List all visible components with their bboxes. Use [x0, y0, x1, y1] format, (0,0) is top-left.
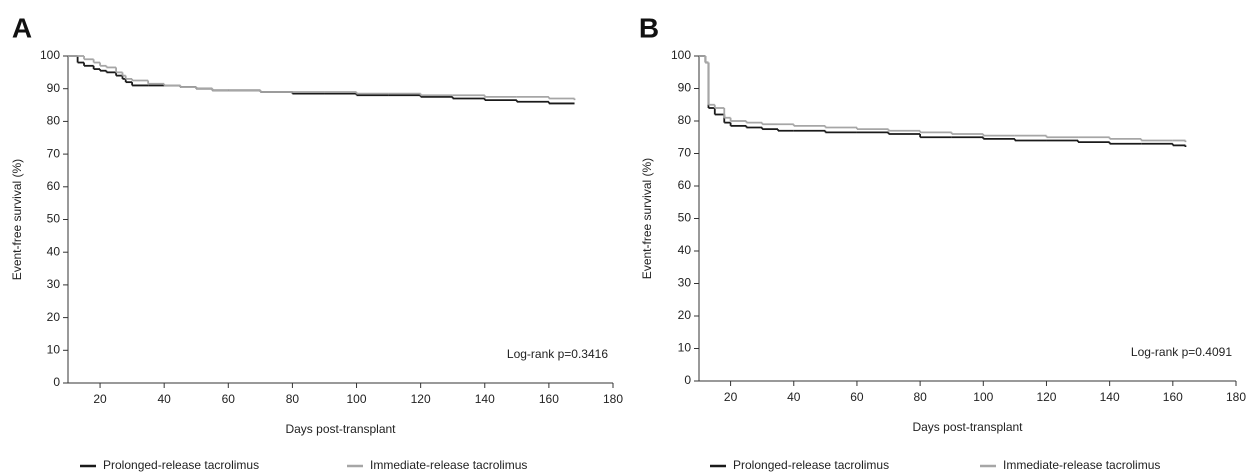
x-tick-label: 40 — [787, 390, 801, 404]
y-tick-label: 80 — [47, 114, 61, 128]
y-tick-label: 50 — [678, 211, 692, 225]
panel: A 0 10 20 30 40 50 60 70 80 90 100 20 40 60 80 100 120 140… — [10, 12, 623, 472]
legend-label: Immediate-release tacrolimus — [1003, 458, 1160, 472]
x-tick-label: 100 — [973, 390, 993, 404]
y-axis-label: Event-free survival (%) — [640, 158, 654, 279]
y-tick-label: 90 — [678, 81, 692, 95]
y-tick-label: 90 — [47, 81, 61, 95]
x-tick-label: 60 — [222, 392, 236, 406]
y-tick-label: 40 — [47, 244, 61, 258]
y-tick-label: 60 — [678, 178, 692, 192]
x-tick-label: 100 — [347, 392, 367, 406]
panel: B 0 10 20 30 40 50 60 70 80 90 100 20 40 60 80 100 120 140… — [639, 12, 1246, 472]
y-tick-label: 0 — [684, 373, 691, 387]
x-axis-label: Days post-transplant — [912, 420, 1023, 434]
y-tick-label: 40 — [678, 243, 692, 257]
y-tick-label: 0 — [53, 375, 60, 389]
x-tick-label: 160 — [1163, 390, 1183, 404]
x-tick-label: 20 — [724, 390, 738, 404]
x-tick-label: 60 — [850, 390, 864, 404]
y-tick-label: 100 — [671, 48, 691, 62]
x-tick-label: 80 — [286, 392, 300, 406]
x-tick-label: 80 — [913, 390, 927, 404]
x-tick-label: 20 — [93, 392, 107, 406]
y-tick-label: 50 — [47, 212, 61, 226]
x-tick-label: 40 — [157, 392, 171, 406]
annotation: Log-rank p=0.3416 — [507, 347, 608, 361]
y-tick-label: 70 — [678, 146, 692, 160]
y-tick-label: 70 — [47, 146, 61, 160]
y-tick-label: 30 — [678, 276, 692, 290]
x-tick-label: 120 — [1036, 390, 1056, 404]
panel-title: A — [12, 12, 32, 43]
y-tick-label: 100 — [40, 48, 60, 62]
legend-label: Prolonged-release tacrolimus — [103, 458, 259, 472]
y-tick-label: 20 — [678, 308, 692, 322]
y-tick-label: 20 — [47, 310, 61, 324]
x-axis-label: Days post-transplant — [285, 422, 396, 436]
x-tick-label: 140 — [1100, 390, 1120, 404]
x-tick-label: 120 — [411, 392, 431, 406]
y-tick-label: 60 — [47, 179, 61, 193]
y-axis-label: Event-free survival (%) — [10, 159, 24, 280]
y-tick-label: 30 — [47, 277, 61, 291]
x-tick-label: 160 — [539, 392, 559, 406]
x-tick-label: 140 — [475, 392, 495, 406]
legend-label: Immediate-release tacrolimus — [370, 458, 527, 472]
panel-title: B — [639, 12, 659, 43]
y-tick-label: 10 — [47, 342, 61, 356]
annotation: Log-rank p=0.4091 — [1131, 345, 1232, 359]
x-tick-label: 180 — [603, 392, 623, 406]
legend-label: Prolonged-release tacrolimus — [733, 458, 889, 472]
y-tick-label: 80 — [678, 113, 692, 127]
x-tick-label: 180 — [1226, 390, 1246, 404]
y-tick-label: 10 — [678, 341, 692, 355]
